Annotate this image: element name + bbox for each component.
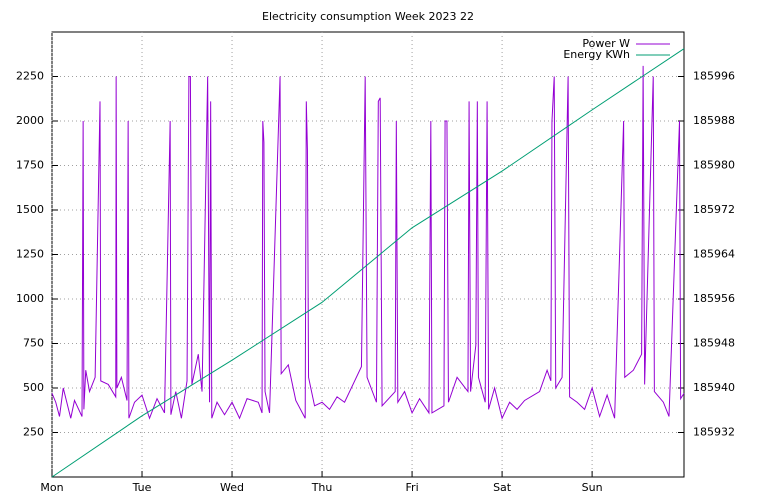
x-tick-label: Tue: [132, 481, 152, 494]
y-tick-label: 1750: [16, 159, 44, 172]
legend-label: Energy KWh: [563, 48, 630, 61]
y-tick-label: 2250: [16, 70, 44, 83]
y2-tick-label: 185980: [693, 159, 735, 172]
x-tick-label: Sat: [493, 481, 512, 494]
x-tick-label: Thu: [311, 481, 333, 494]
y2-tick-label: 185964: [693, 248, 735, 261]
y-tick-label: 1500: [16, 203, 44, 216]
series-line: [51, 65, 685, 420]
y2-tick-label: 185988: [693, 114, 735, 127]
x-tick-label: Fri: [406, 481, 419, 494]
chart-title: Electricity consumption Week 2023 22: [262, 10, 474, 23]
x-tick-label: Wed: [220, 481, 244, 494]
y2-tick-label: 185940: [693, 381, 735, 394]
y-tick-label: 250: [23, 426, 44, 439]
legend-label: Power W: [582, 37, 630, 50]
y-tick-label: 500: [23, 381, 44, 394]
y2-tick-label: 185932: [693, 426, 735, 439]
series-line: [51, 48, 685, 478]
y-tick-label: 750: [23, 337, 44, 350]
y-tick-label: 2000: [16, 114, 44, 127]
x-tick-label: Sun: [582, 481, 603, 494]
y2-tick-label: 185956: [693, 292, 735, 305]
y-tick-label: 1000: [16, 292, 44, 305]
y2-tick-label: 185948: [693, 337, 735, 350]
y-tick-label: 1250: [16, 248, 44, 261]
y2-tick-label: 185996: [693, 70, 735, 83]
x-tick-label: Mon: [40, 481, 63, 494]
y2-tick-label: 185972: [693, 203, 735, 216]
